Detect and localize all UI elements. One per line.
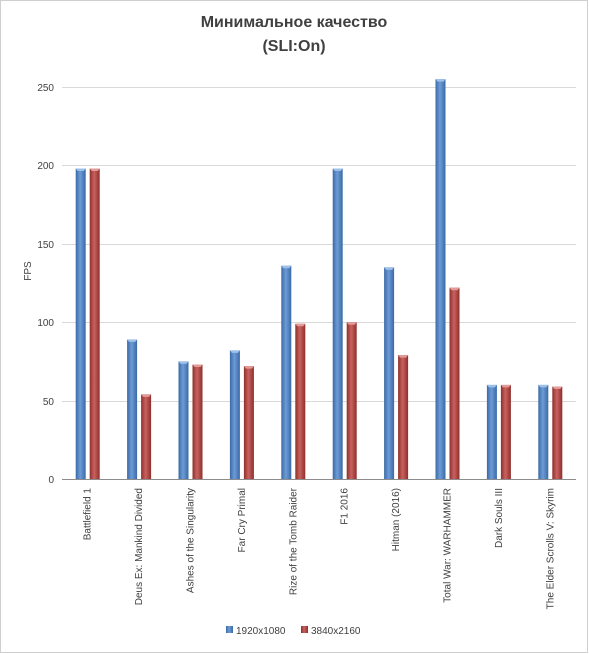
x-tick-label: Far Cry Primal — [237, 488, 248, 552]
chart-subtitle: (SLI:On) — [262, 38, 325, 55]
x-tick-label: Total War: WARHAMMER — [443, 488, 454, 603]
bar-body — [281, 265, 292, 479]
bar-series-2 — [192, 364, 203, 479]
bar-top-face — [243, 366, 254, 369]
bar-series-2 — [141, 394, 152, 479]
bar-body — [178, 361, 189, 479]
bar-series-1 — [127, 339, 138, 479]
bar-top-face — [398, 355, 409, 358]
bar-series-1 — [384, 267, 395, 479]
bar-body — [75, 168, 86, 479]
bar-series-1 — [178, 361, 189, 479]
bar-top-face — [538, 384, 549, 388]
bar-body — [552, 386, 563, 479]
y-tick-label: 0 — [48, 475, 54, 486]
bar-body — [192, 364, 203, 479]
x-tick-label: Rize of the Tomb Raider — [288, 487, 299, 595]
bar-top-face — [178, 361, 189, 364]
bar-top-face — [75, 168, 86, 172]
y-tick-label: 200 — [37, 161, 54, 172]
bar-series-1 — [332, 168, 343, 479]
bar-body — [538, 384, 549, 479]
bar-top-face — [500, 384, 511, 388]
bar-series-2 — [552, 386, 563, 479]
bar-body — [398, 355, 409, 479]
x-tick-label: Dark Souls III — [494, 488, 505, 548]
bar-top-face — [384, 267, 395, 270]
bar-series-2 — [449, 287, 460, 479]
legend: 1920x1080 3840x2160 — [226, 626, 361, 637]
legend-item: 1920x1080 — [226, 626, 286, 637]
bar-body — [384, 267, 395, 479]
bar-series-1 — [435, 79, 446, 479]
bar-top-face — [449, 287, 460, 291]
bar-top-face — [552, 386, 563, 389]
legend-label: 1920x1080 — [236, 626, 286, 637]
bar-top-face — [435, 79, 446, 82]
y-axis-ticks: 0 50 100 150 200 250 — [37, 83, 54, 486]
bar-body — [89, 168, 100, 479]
x-tick-label: Ashes of the Singularity — [186, 488, 197, 593]
bar-top-face — [281, 265, 292, 269]
bar-series-1 — [229, 350, 240, 479]
y-axis-label: FPS — [23, 261, 34, 281]
bar-top-face — [346, 322, 357, 325]
legend-item: 3840x2160 — [301, 626, 361, 637]
bar-series-1 — [75, 168, 86, 479]
bar-top-face — [295, 323, 306, 327]
bar-body — [229, 350, 240, 479]
x-tick-label: Hitman (2016) — [391, 488, 402, 551]
legend-label: 3840x2160 — [311, 626, 361, 637]
bar-series-2 — [500, 384, 511, 479]
bar-body — [449, 287, 460, 479]
legend-swatch — [226, 626, 233, 633]
bar-series-2 — [89, 168, 100, 479]
bar-series-2 — [346, 322, 357, 479]
bar-body — [127, 339, 138, 479]
chart-title: Минимальное качество — [201, 14, 388, 31]
y-tick-label: 150 — [37, 240, 54, 251]
x-tick-label: F1 2016 — [340, 488, 351, 525]
y-tick-label: 50 — [43, 397, 55, 408]
bar-top-face — [127, 339, 138, 342]
bar-body — [500, 384, 511, 479]
x-axis-labels: Battlefield 1 Deus Ex: Mankind Divided Ash… — [83, 487, 557, 609]
y-tick-label: 100 — [37, 318, 54, 329]
gridlines — [62, 87, 576, 402]
bar-top-face — [89, 168, 100, 172]
bar-top-face — [229, 350, 240, 353]
bar-top-face — [332, 168, 343, 172]
bar-top-face — [141, 394, 152, 397]
bar-top-face — [192, 364, 203, 368]
bar-body — [435, 79, 446, 479]
bar-series-1 — [538, 384, 549, 479]
y-tick-label: 250 — [37, 83, 54, 94]
bar-body — [243, 366, 254, 479]
bar-series-1 — [281, 265, 292, 479]
bar-body — [295, 323, 306, 479]
bar-body — [332, 168, 343, 479]
x-tick-label: The Elder Scrolls V: Skyrim — [545, 488, 556, 609]
bar-series-1 — [486, 384, 497, 479]
bar-series-2 — [243, 366, 254, 479]
bar-body — [141, 394, 152, 479]
legend-swatch — [301, 626, 308, 633]
bar-series-2 — [295, 323, 306, 479]
bars — [75, 79, 563, 479]
bar-top-face — [486, 384, 497, 388]
x-tick-label: Battlefield 1 — [83, 488, 94, 541]
x-tick-label: Deus Ex: Mankind Divided — [134, 488, 145, 605]
bar-series-2 — [398, 355, 409, 479]
bar-body — [346, 322, 357, 479]
bar-body — [486, 384, 497, 479]
